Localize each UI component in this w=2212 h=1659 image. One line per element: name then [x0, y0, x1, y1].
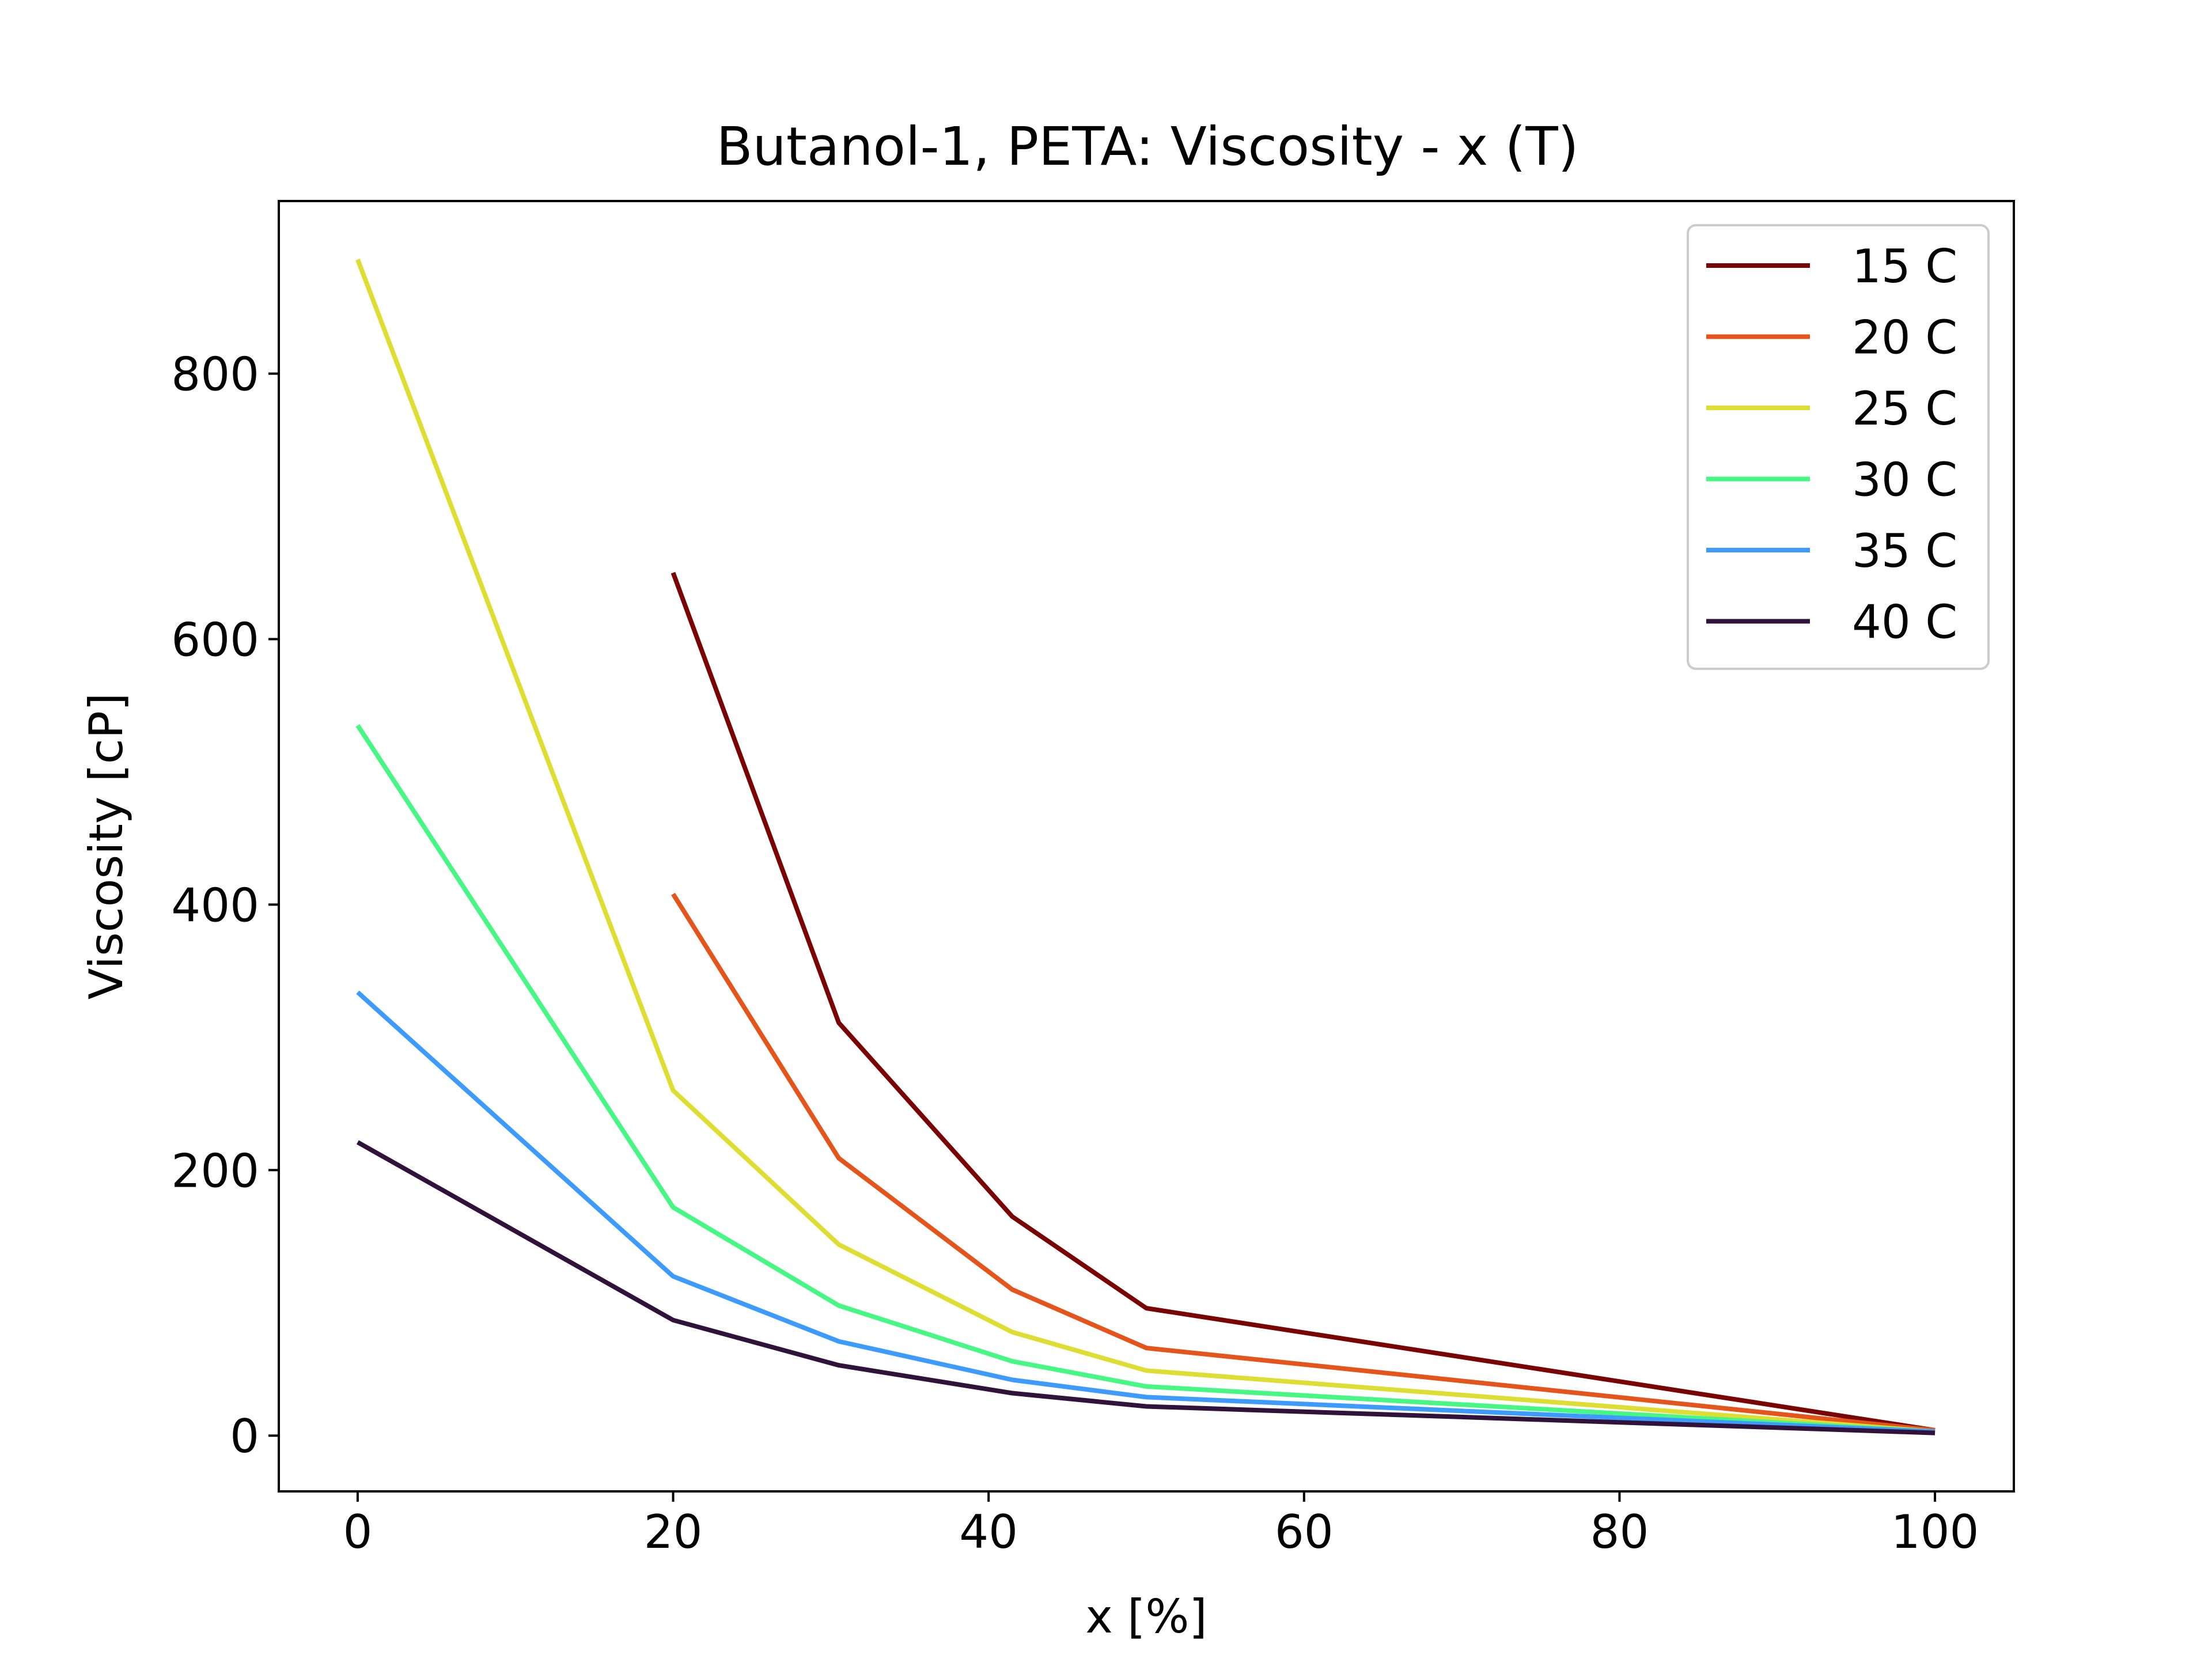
x-tick-label: 80 — [1590, 1505, 1649, 1559]
y-tick-label: 600 — [171, 613, 259, 666]
x-axis-label: x [%] — [1085, 1590, 1207, 1643]
legend-label: 40 C — [1852, 596, 1957, 649]
legend-label: 25 C — [1852, 382, 1957, 435]
x-tick-label: 60 — [1275, 1505, 1334, 1559]
y-tick-label: 200 — [171, 1144, 259, 1198]
legend-label: 30 C — [1852, 453, 1957, 507]
x-tick-label: 100 — [1891, 1505, 1979, 1559]
y-tick-label: 800 — [171, 348, 259, 402]
x-axis-ticks: 0 20 40 60 80 100 — [343, 1491, 1979, 1559]
series-layer — [355, 258, 1936, 1435]
y-tick-label: 0 — [230, 1410, 259, 1463]
x-tick-label: 20 — [644, 1505, 703, 1559]
x-tick-label: 40 — [959, 1505, 1018, 1559]
series-line-1 — [671, 571, 1936, 1433]
x-tick-label: 0 — [343, 1505, 372, 1559]
y-axis-label: Viscosity [cP] — [79, 693, 133, 1000]
legend-label: 20 C — [1852, 311, 1957, 365]
y-axis-ticks: 0 200 400 600 800 — [171, 348, 279, 1463]
y-tick-label: 400 — [171, 878, 259, 932]
chart-title: Butanol-1, PETA: Viscosity - x (T) — [716, 116, 1578, 177]
plot-frame — [278, 200, 2015, 1493]
series-line-6 — [356, 1140, 1936, 1435]
series-line-5 — [356, 990, 1936, 1434]
legend-label: 15 C — [1852, 240, 1957, 293]
legend: 15 C 20 C 25 C 30 C 35 C 40 C — [1687, 224, 1990, 670]
legend-entries: 15 C 20 C 25 C 30 C 35 C 40 C — [1706, 240, 1957, 649]
series-line-2 — [671, 892, 1936, 1433]
series-line-3 — [355, 258, 1936, 1434]
series-line-4 — [355, 724, 1936, 1434]
legend-label: 35 C — [1852, 524, 1957, 578]
